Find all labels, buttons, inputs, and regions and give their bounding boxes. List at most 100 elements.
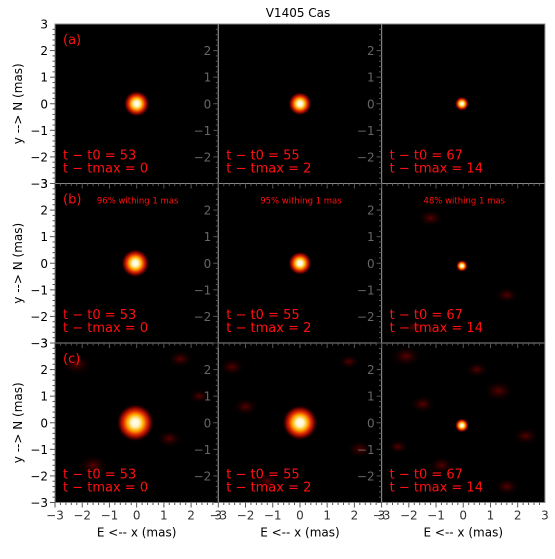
y-tick-label: 1 [40, 71, 48, 85]
y-tick-label: 0 [204, 257, 212, 271]
y-tick-label: 0 [204, 97, 212, 111]
y-tick-label: −2 [357, 469, 375, 483]
heatmap-panel: t − t0 = 55t − tmax = 2 [218, 343, 382, 503]
heatmap-panel: t − t0 = 55t − tmax = 2 95% withing 1 mas [218, 183, 382, 343]
x-tick-label: −1 [264, 509, 282, 523]
noise-blob [464, 361, 490, 378]
heatmap-panel: t − t0 = 67t − tmax = 14 48% withing 1 ma… [381, 183, 545, 343]
y-tick-label: 2 [204, 204, 212, 218]
x-tick-label: 1 [160, 509, 168, 523]
source-peak [455, 259, 468, 272]
x-tick-label: 2 [187, 509, 195, 523]
y-tick-label: −2 [30, 469, 48, 483]
y-tick-label: 3 [40, 177, 48, 191]
time-since-t0-label: t − t0 = 55 [226, 149, 299, 164]
y-axis-label: y --> N (mas) [11, 382, 25, 463]
flux-fraction-label: 95% withing 1 mas [260, 197, 342, 207]
x-tick-label: −1 [101, 509, 119, 523]
y-tick-label: −3 [30, 337, 48, 351]
noise-blob [155, 429, 183, 449]
heatmap-panel: t − t0 = 55t − tmax = 2 [218, 24, 382, 184]
x-tick-label: −3 [209, 509, 227, 523]
time-since-tmax-label: t − tmax = 14 [390, 321, 483, 336]
time-since-tmax-label: t − tmax = 2 [226, 321, 311, 336]
time-since-tmax-label: t − tmax = 2 [226, 162, 311, 177]
y-tick-label: 2 [367, 44, 375, 58]
y-tick-label: 1 [204, 230, 212, 244]
source-peak [281, 404, 318, 441]
y-tick-label: −2 [194, 310, 212, 324]
y-tick-label: 0 [367, 97, 375, 111]
source-peak [287, 251, 312, 276]
x-tick-label: −3 [373, 509, 391, 523]
noise-blob [493, 477, 521, 496]
y-tick-label: −2 [30, 150, 48, 164]
noise-blob [188, 388, 211, 404]
x-tick-label: 3 [214, 509, 222, 523]
noise-blob [403, 319, 426, 335]
noise-blob [166, 349, 194, 369]
y-tick-label: −1 [357, 283, 375, 297]
source-peak [287, 91, 312, 116]
y-tick-label: −1 [30, 124, 48, 138]
time-since-t0-label: t − t0 = 67 [390, 468, 463, 483]
y-tick-label: 2 [367, 204, 375, 218]
time-since-tmax-label: t − tmax = 0 [63, 321, 148, 336]
x-tick-label: −3 [46, 509, 64, 523]
y-tick-label: −2 [194, 469, 212, 483]
y-tick-label: 1 [204, 390, 212, 404]
flux-fraction-label: 96% withing 1 mas [97, 197, 179, 207]
y-tick-label: 1 [367, 390, 375, 404]
time-since-t0-label: t − t0 = 53 [63, 468, 136, 483]
y-tick-label: −2 [194, 150, 212, 164]
x-tick-label: −2 [73, 509, 91, 523]
time-since-tmax-label: t − tmax = 2 [226, 481, 311, 496]
noise-blob [338, 354, 360, 370]
y-tick-label: 2 [204, 363, 212, 377]
x-axis-label: E <-- x (mas) [260, 526, 340, 540]
row-label: (b) [63, 193, 81, 208]
y-tick-label: 3 [40, 337, 48, 351]
y-tick-label: −1 [357, 443, 375, 457]
x-tick-label: −2 [237, 509, 255, 523]
time-since-t0-label: t − t0 = 53 [63, 308, 136, 323]
noise-blob [427, 455, 456, 475]
x-tick-label: 3 [378, 509, 386, 523]
time-since-tmax-label: t − tmax = 0 [63, 162, 148, 177]
y-tick-label: 0 [40, 97, 48, 111]
noise-blob [494, 286, 520, 304]
y-tick-label: 2 [40, 363, 48, 377]
y-tick-label: 2 [40, 204, 48, 218]
y-tick-label: −2 [357, 310, 375, 324]
source-peak [123, 90, 150, 117]
y-tick-label: 2 [40, 44, 48, 58]
x-tick-label: 1 [323, 509, 331, 523]
time-since-t0-label: t − t0 = 53 [63, 149, 136, 164]
y-tick-label: 2 [204, 44, 212, 58]
noise-blob [512, 426, 540, 446]
y-tick-label: 0 [204, 416, 212, 430]
time-since-tmax-label: t − tmax = 14 [390, 162, 483, 177]
y-tick-label: −2 [357, 150, 375, 164]
y-tick-label: −1 [30, 443, 48, 457]
noise-blob [416, 208, 445, 228]
source-peak [116, 403, 155, 442]
y-tick-label: 3 [40, 18, 48, 32]
x-tick-label: 2 [514, 509, 522, 523]
x-tick-label: 0 [459, 509, 467, 523]
y-tick-label: −2 [30, 310, 48, 324]
x-tick-label: 0 [296, 509, 304, 523]
noise-blob [76, 454, 110, 477]
source-peak [120, 248, 150, 278]
noise-blob [408, 394, 437, 414]
y-tick-label: −1 [194, 124, 212, 138]
y-tick-label: 0 [367, 416, 375, 430]
y-tick-label: 2 [367, 363, 375, 377]
time-since-t0-label: t − t0 = 67 [390, 308, 463, 323]
chart-title: V1405 Cas [266, 6, 331, 20]
noise-blob [387, 439, 409, 455]
x-tick-label: 1 [487, 509, 495, 523]
source-peak [454, 418, 470, 433]
x-tick-label: 3 [541, 509, 549, 523]
